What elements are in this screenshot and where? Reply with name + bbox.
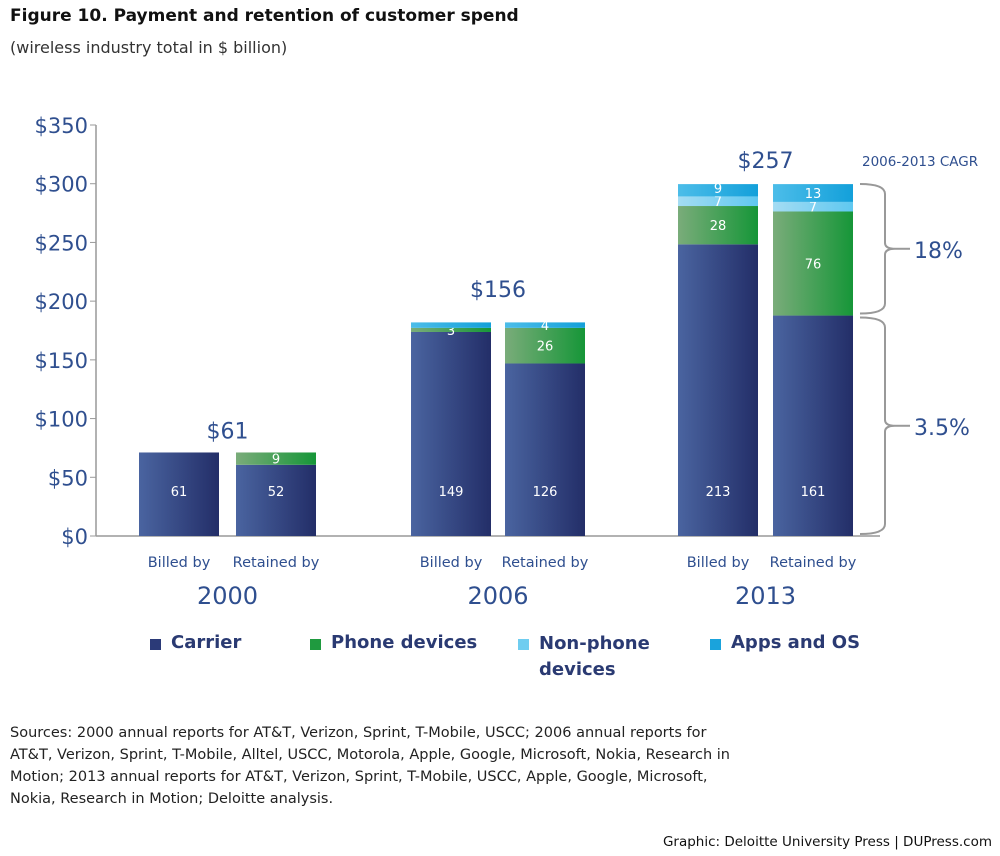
y-tick-label: $100 <box>35 408 88 432</box>
legend-swatch <box>310 639 321 650</box>
group-total-label: $257 <box>738 149 794 174</box>
bar-category-label: Billed by <box>420 555 483 571</box>
y-tick-label: $350 <box>35 114 88 138</box>
cagr-devices-label: 18% <box>914 239 963 264</box>
bar-category-label: Retained by <box>770 555 857 571</box>
group-total-label: $61 <box>207 420 249 445</box>
bar-value-label: 213 <box>706 485 731 500</box>
bar-value-label: 7 <box>809 201 817 216</box>
legend-swatch <box>518 639 529 650</box>
bar-value-label: 149 <box>439 485 464 500</box>
bar-segment-phone <box>773 211 853 316</box>
figure-subtitle: (wireless industry total in $ billion) <box>10 38 288 57</box>
bar-value-label: 7 <box>714 195 722 210</box>
bar-segment-carrier <box>236 464 316 536</box>
y-tick-label: $50 <box>48 466 88 490</box>
bar-value-label: 13 <box>805 187 822 202</box>
y-tick-label: $0 <box>61 525 88 549</box>
legend: Carrier Phone devices Non-phone devices App… <box>150 632 870 683</box>
bar-value-label: 3 <box>447 324 455 339</box>
bar-category-label: Retained by <box>502 555 589 571</box>
bar-value-label: 4 <box>541 319 549 334</box>
legend-item-nonphone: Non-phone devices <box>518 632 710 683</box>
bar-value-label: 76 <box>805 258 822 273</box>
credit: Graphic: Deloitte University Press | DUP… <box>662 834 992 850</box>
bar-segment-carrier <box>678 244 758 536</box>
y-tick-label: $250 <box>35 231 88 255</box>
bar-segment-carrier <box>505 363 585 536</box>
y-tick-label: $300 <box>35 173 88 197</box>
legend-label: Non-phone devices <box>539 633 650 680</box>
legend-label: Apps and OS <box>731 632 861 653</box>
legend-swatch <box>150 639 161 650</box>
bar-category-label: Billed by <box>148 555 211 571</box>
bar-value-label: 26 <box>537 340 554 355</box>
group-year-label: 2000 <box>197 582 258 610</box>
bar-value-label: 61 <box>171 485 188 500</box>
bar-value-label: 4 <box>447 311 455 326</box>
bar-category-label: Billed by <box>687 555 750 571</box>
devices-brace <box>859 183 896 315</box>
bar-value-label: 126 <box>533 485 558 500</box>
y-tick-label: $200 <box>35 290 88 314</box>
figure-title: Figure 10. Payment and retention of cust… <box>10 6 519 26</box>
bar-category-label: Retained by <box>233 555 320 571</box>
bar-segment-phone <box>236 452 316 465</box>
group-year-label: 2006 <box>467 582 528 610</box>
legend-label: Phone devices <box>331 632 478 653</box>
legend-item-apps: Apps and OS <box>710 632 870 683</box>
bar-value-label: 9 <box>714 182 722 197</box>
bar-value-label: 9 <box>272 453 280 468</box>
bar-segment-apps <box>773 184 853 202</box>
cagr-carrier-label: 3.5% <box>914 416 970 441</box>
bar-segment-apps <box>411 322 491 328</box>
carrier-brace <box>859 316 896 535</box>
bar-segment-phone <box>411 327 491 332</box>
bar-segment-phone <box>678 206 758 245</box>
bar-segment-nonphone <box>678 196 758 207</box>
legend-item-carrier: Carrier <box>150 632 310 683</box>
bar-segment-carrier <box>139 452 219 536</box>
legend-swatch <box>710 639 721 650</box>
bar-segment-nonphone <box>773 201 853 212</box>
cagr-title: 2006-2013 CAGR <box>862 154 978 170</box>
sources-note: Sources: 2000 annual reports for AT&T, V… <box>10 725 730 807</box>
bar-segment-apps <box>678 184 758 197</box>
legend-item-phone: Phone devices <box>310 632 518 683</box>
bar-segment-carrier <box>773 315 853 536</box>
group-year-label: 2013 <box>735 582 796 610</box>
bar-segment-apps <box>505 322 585 328</box>
stacked-bar-chart: $0 $50 $100 $150 $200 $250 $300 $350 61 Billed by… <box>35 114 979 610</box>
legend-label: Carrier <box>171 632 242 653</box>
group-total-label: $156 <box>470 278 526 303</box>
bar-value-label: 161 <box>801 485 826 500</box>
y-tick-label: $150 <box>35 349 88 373</box>
bar-value-label: 28 <box>710 219 727 234</box>
bar-value-label: 52 <box>268 485 285 500</box>
bar-segment-carrier <box>411 331 491 536</box>
bar-segment-phone <box>505 327 585 364</box>
